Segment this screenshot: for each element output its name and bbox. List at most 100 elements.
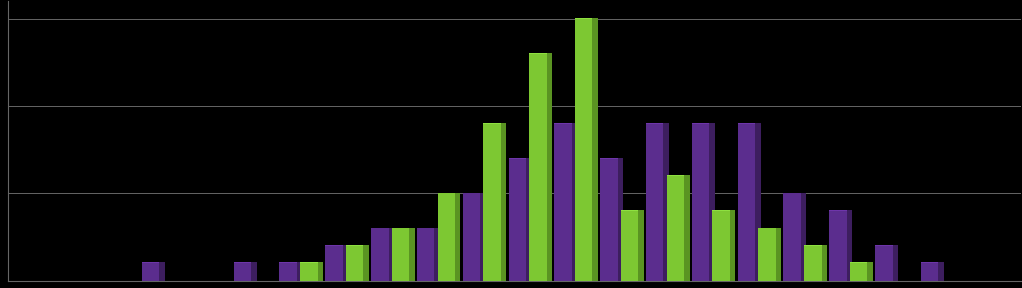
Bar — [921, 262, 938, 263]
Bar — [345, 246, 364, 281]
Bar — [297, 262, 303, 263]
Bar — [159, 262, 165, 263]
Bar — [822, 245, 827, 246]
Bar — [738, 124, 755, 281]
Bar — [142, 263, 159, 281]
Bar — [804, 245, 822, 246]
Bar — [483, 123, 501, 124]
Bar — [892, 246, 898, 281]
Bar — [300, 262, 318, 263]
Bar — [875, 246, 892, 281]
Bar — [600, 158, 617, 281]
Bar — [547, 54, 552, 281]
Bar — [646, 124, 663, 281]
Bar — [318, 263, 323, 281]
Bar — [663, 124, 669, 281]
Bar — [593, 19, 598, 281]
Bar — [529, 53, 547, 54]
Bar — [279, 262, 297, 263]
Bar — [692, 123, 709, 124]
Bar — [784, 193, 801, 194]
Bar — [829, 211, 846, 281]
Bar — [575, 18, 593, 19]
Bar — [391, 228, 409, 281]
Bar — [666, 176, 684, 281]
Bar — [804, 246, 822, 281]
Bar — [388, 228, 394, 281]
Bar — [846, 211, 852, 281]
Bar — [921, 263, 938, 281]
Bar — [342, 246, 349, 281]
Bar — [364, 246, 369, 281]
Bar — [455, 194, 461, 281]
Bar — [554, 123, 572, 124]
Bar — [509, 158, 526, 281]
Bar — [417, 228, 434, 281]
Bar — [364, 245, 369, 246]
Bar — [801, 193, 806, 194]
Bar — [730, 211, 736, 281]
Bar — [620, 210, 639, 211]
Bar — [646, 123, 663, 124]
Bar — [437, 194, 455, 281]
Bar — [575, 19, 593, 281]
Bar — [480, 194, 485, 281]
Bar — [325, 245, 342, 246]
Bar — [251, 263, 257, 281]
Bar — [463, 193, 480, 194]
Bar — [455, 193, 461, 194]
Bar — [776, 228, 781, 281]
Bar — [526, 158, 531, 281]
Bar — [712, 210, 730, 211]
Bar — [755, 124, 760, 281]
Bar — [709, 124, 714, 281]
Bar — [318, 262, 323, 263]
Bar — [297, 263, 303, 281]
Bar — [234, 263, 251, 281]
Bar — [345, 245, 364, 246]
Bar — [501, 123, 506, 124]
Bar — [730, 210, 736, 211]
Bar — [434, 228, 439, 281]
Bar — [371, 228, 388, 281]
Bar — [409, 228, 415, 281]
Bar — [342, 245, 349, 246]
Bar — [758, 228, 776, 281]
Bar — [483, 124, 501, 281]
Bar — [684, 176, 690, 281]
Bar — [738, 123, 755, 124]
Bar — [234, 262, 251, 263]
Bar — [300, 263, 318, 281]
Bar — [159, 263, 165, 281]
Bar — [850, 263, 868, 281]
Bar — [547, 53, 552, 54]
Bar — [572, 123, 577, 124]
Bar — [279, 263, 297, 281]
Bar — [868, 263, 873, 281]
Bar — [850, 262, 868, 263]
Bar — [463, 194, 480, 281]
Bar — [829, 210, 846, 211]
Bar — [480, 193, 485, 194]
Bar — [663, 123, 669, 124]
Bar — [755, 123, 760, 124]
Bar — [593, 18, 598, 19]
Bar — [325, 246, 342, 281]
Bar — [822, 246, 827, 281]
Bar — [639, 210, 644, 211]
Bar — [666, 175, 684, 176]
Bar — [784, 194, 801, 281]
Bar — [938, 262, 944, 263]
Bar — [639, 211, 644, 281]
Bar — [617, 158, 623, 281]
Bar — [801, 194, 806, 281]
Bar — [875, 245, 892, 246]
Bar — [684, 175, 690, 176]
Bar — [692, 124, 709, 281]
Bar — [554, 124, 572, 281]
Bar — [529, 54, 547, 281]
Bar — [572, 124, 577, 281]
Bar — [709, 123, 714, 124]
Bar — [251, 262, 257, 263]
Bar — [868, 262, 873, 263]
